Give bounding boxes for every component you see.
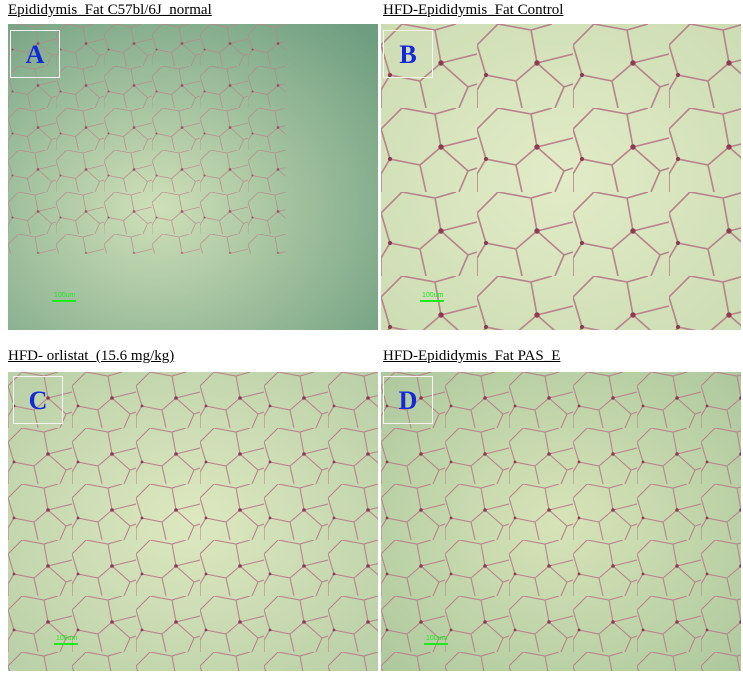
scale-label: 100um xyxy=(426,635,447,642)
scale-bar xyxy=(54,643,78,645)
scale-label: 100um xyxy=(422,292,443,299)
scale-bar xyxy=(424,643,448,645)
micrograph xyxy=(8,372,378,671)
panel-label: D xyxy=(383,376,433,424)
micrograph xyxy=(381,24,741,330)
scale-bar xyxy=(52,300,76,302)
scale-bar xyxy=(420,300,444,302)
panel-label: C xyxy=(13,376,63,424)
scale-label: 100um xyxy=(54,292,75,299)
panel-label: B xyxy=(383,30,433,78)
figure: Epididymis_Fat C57bl/6J_normal A 100um H… xyxy=(0,0,743,673)
micrograph xyxy=(8,24,378,330)
scale-label: 100um xyxy=(56,635,77,642)
panel-label: A xyxy=(10,30,60,78)
panel-title: HFD-Epididymis_Fat PAS_E xyxy=(383,348,560,365)
panel-title: Epididymis_Fat C57bl/6J_normal xyxy=(8,2,212,19)
panel-title: HFD- orlistat (15.6 mg/kg) xyxy=(8,348,174,365)
panel-title: HFD-Epididymis_Fat Control xyxy=(383,2,563,19)
micrograph xyxy=(381,372,741,671)
